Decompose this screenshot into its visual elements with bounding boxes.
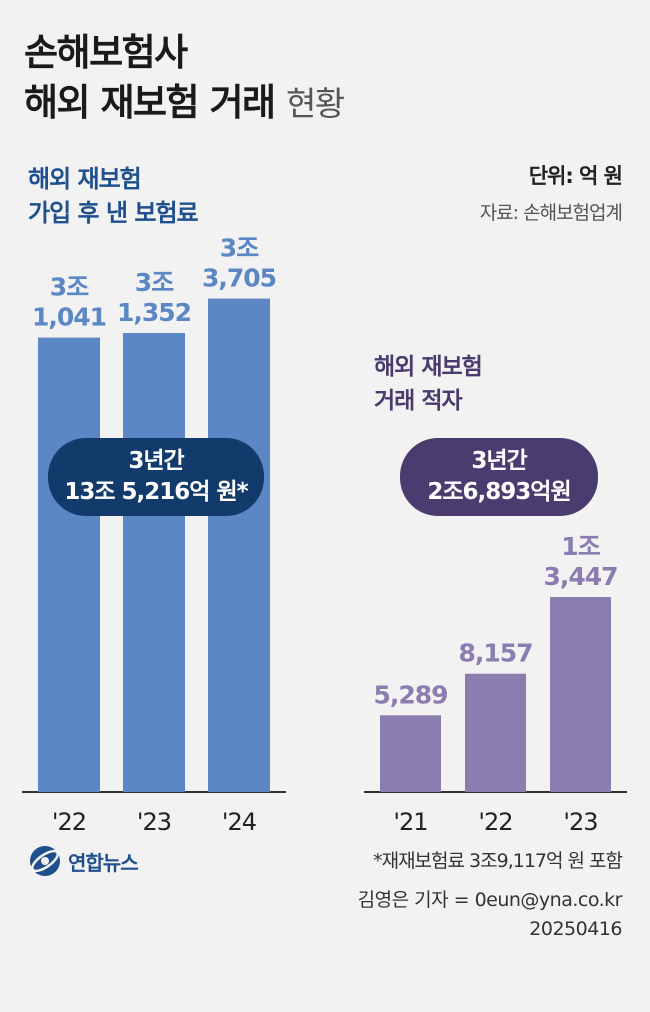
yonhap-logo-icon [30, 846, 60, 876]
title-line-2-light: 현황 [285, 84, 345, 123]
left-value-label-2-0: 3조 [220, 234, 259, 263]
left-total-badge: 3년간 13조 5,216억 원* [48, 438, 264, 516]
right-bar-0 [380, 715, 441, 792]
right-bar-2 [550, 597, 611, 792]
credit-date: 20250416 [529, 918, 622, 940]
right-value-label-2-1: 3,447 [543, 562, 617, 591]
unit-label: 단위: 억 원 [528, 164, 623, 188]
credit-author: 김영은 기자 = 0eun@yna.co.kr [357, 889, 623, 911]
left-value-label-1-0: 3조 [135, 268, 174, 297]
right-panel-subtitle: 해외 재보험 거래 적자 [374, 350, 483, 418]
title-line-1: 손해보험사 [24, 31, 188, 74]
right-category-label-0: '21 [393, 808, 427, 836]
left-category-label-0: '22 [52, 808, 86, 836]
left-total-line-1: 3년간 [128, 448, 184, 474]
left-value-label-0-1: 1,041 [32, 303, 106, 332]
right-category-label-1: '22 [478, 808, 512, 836]
right-total-badge: 3년간 2조6,893억원 [400, 438, 598, 516]
left-panel-subtitle: 해외 재보험 가입 후 낸 보험료 [28, 162, 199, 230]
right-bar-chart: 5,289 '21 8,157 '22 1조3,447 '23 [364, 532, 627, 836]
left-category-label-2: '24 [222, 808, 256, 836]
left-category-label-1: '23 [137, 808, 171, 836]
chart-title: 손해보험사 해외 재보험 거래 현황 [24, 28, 345, 129]
right-category-label-2: '23 [563, 808, 597, 836]
title-line-2-bold: 해외 재보험 거래 [24, 81, 276, 124]
right-bar-1 [465, 673, 526, 792]
left-subtitle-line-2: 가입 후 낸 보험료 [28, 199, 199, 227]
yonhap-logo-text: 연합뉴스 [68, 850, 139, 875]
left-value-label-0-0: 3조 [50, 273, 89, 302]
right-value-label-1-0: 8,157 [458, 639, 532, 668]
left-subtitle-line-1: 해외 재보험 [28, 165, 142, 193]
left-bar-2 [208, 298, 270, 792]
left-total-line-2: 13조 5,216억 원* [64, 479, 248, 505]
right-total-line-2: 2조6,893억원 [427, 479, 571, 505]
source-label: 자료: 손해보험업계 [479, 202, 623, 224]
title-line-2: 해외 재보험 거래 현황 [24, 78, 345, 129]
left-bar-1 [123, 333, 185, 792]
right-subtitle-line-1: 해외 재보험 [374, 354, 483, 380]
left-bar-0 [38, 337, 100, 792]
left-value-label-1-1: 1,352 [117, 298, 191, 327]
credit: 김영은 기자 = 0eun@yna.co.kr 20250416 [357, 886, 623, 944]
right-value-label-2-0: 1조 [561, 532, 600, 561]
right-total-line-1: 3년간 [471, 448, 527, 474]
footnote: *재재보험료 3조9,117억 원 포함 [373, 850, 623, 872]
right-value-label-0-0: 5,289 [373, 680, 447, 709]
left-value-label-2-1: 3,705 [202, 264, 276, 293]
right-subtitle-line-2: 거래 적자 [374, 388, 463, 414]
yonhap-logo: 연합뉴스 [28, 844, 139, 878]
